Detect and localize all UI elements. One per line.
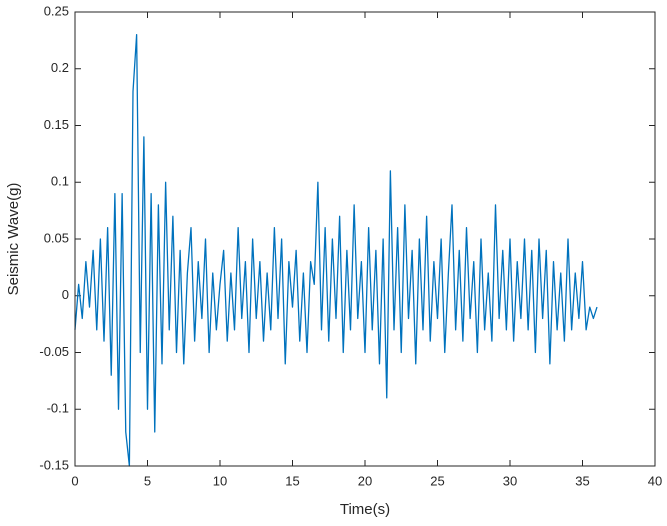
x-axis-title: Time(s) — [340, 501, 390, 518]
x-tick-label: 5 — [144, 473, 151, 488]
x-tick-label: 10 — [213, 473, 227, 488]
x-tick-label: 15 — [285, 473, 299, 488]
y-tick-label: 0 — [62, 287, 69, 302]
y-tick-label: 0.1 — [51, 174, 69, 189]
x-tick-label: 25 — [430, 473, 444, 488]
y-tick-label: -0.05 — [39, 344, 69, 359]
x-tick-label: 40 — [648, 473, 662, 488]
y-tick-label: 0.15 — [44, 117, 69, 132]
plot-frame — [74, 11, 656, 467]
y-tick-label: 0.2 — [51, 60, 69, 75]
x-tick-label: 0 — [71, 473, 78, 488]
data-line — [74, 34, 598, 467]
x-tick-label: 35 — [575, 473, 589, 488]
x-tick-label: 30 — [503, 473, 517, 488]
y-tick-label: 0.25 — [44, 3, 69, 18]
y-tick-label: 0.05 — [44, 230, 69, 245]
y-tick-label: -0.1 — [47, 401, 69, 416]
x-tick-label: 20 — [358, 473, 372, 488]
y-axis-title: Seismic Wave(g) — [5, 183, 22, 296]
y-tick-label: -0.15 — [39, 457, 69, 472]
